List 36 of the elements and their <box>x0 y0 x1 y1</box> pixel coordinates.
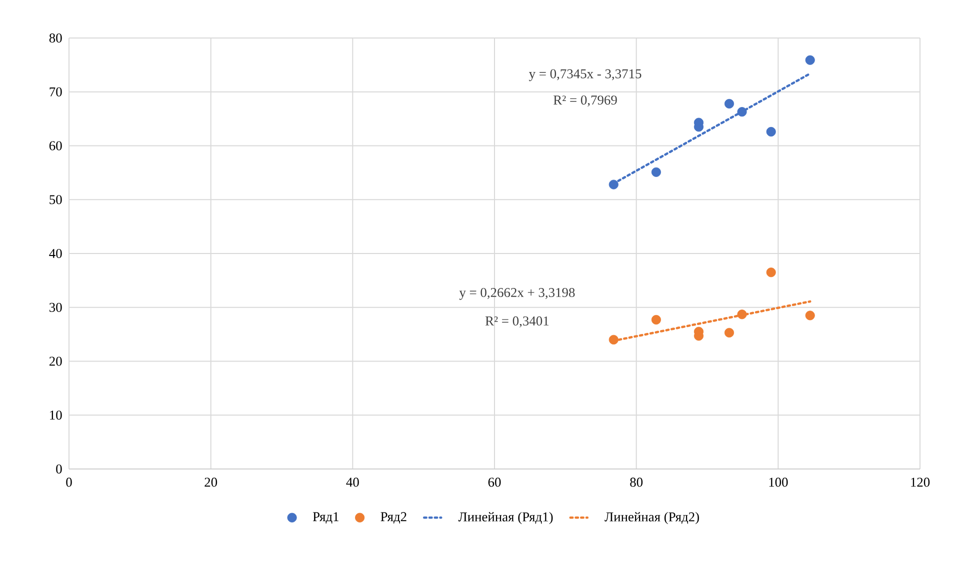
x-tick-label: 100 <box>769 478 788 487</box>
point <box>737 107 747 117</box>
point <box>608 180 618 190</box>
legend-label: Линейная (Ряд2) <box>604 512 699 524</box>
y-tick-label: 10 <box>50 410 62 420</box>
point <box>805 55 815 65</box>
legend-label: Ряд1 <box>312 512 338 524</box>
legend-label: Ряд2 <box>380 512 406 524</box>
point <box>608 334 618 344</box>
y-tick-label: 30 <box>50 302 62 312</box>
point <box>737 310 747 320</box>
x-tick-label: 120 <box>911 478 930 487</box>
x-tick-label: 60 <box>488 478 501 487</box>
annotation: y = 0,7345x - 3,3715 <box>528 69 642 82</box>
annotation: R² = 0,7969 <box>554 96 617 107</box>
y-tick-label: 0 <box>56 464 62 474</box>
point <box>651 167 661 177</box>
point <box>724 98 734 109</box>
y-tick-label: 20 <box>49 356 62 366</box>
point <box>724 328 734 338</box>
x-tick-label: 40 <box>346 478 359 487</box>
y-tick-label: 50 <box>50 195 62 204</box>
point <box>651 314 661 325</box>
point <box>766 268 776 278</box>
x-tick-label: 20 <box>204 478 218 487</box>
annotation: R² = 0,3401 <box>485 316 549 328</box>
x-tick-label: 0 <box>66 478 72 487</box>
point <box>805 310 815 320</box>
y-tick-label: 80 <box>49 33 62 43</box>
annotation: y = 0,2662x + 3,3198 <box>459 288 575 300</box>
y-tick-label: 70 <box>50 87 62 96</box>
y-tick-label: 60 <box>49 141 62 150</box>
point <box>766 126 776 137</box>
legend-label: Линейная (Ряд1) <box>458 512 553 524</box>
x-tick-label: 80 <box>630 478 643 487</box>
y-tick-label: 40 <box>49 248 62 258</box>
